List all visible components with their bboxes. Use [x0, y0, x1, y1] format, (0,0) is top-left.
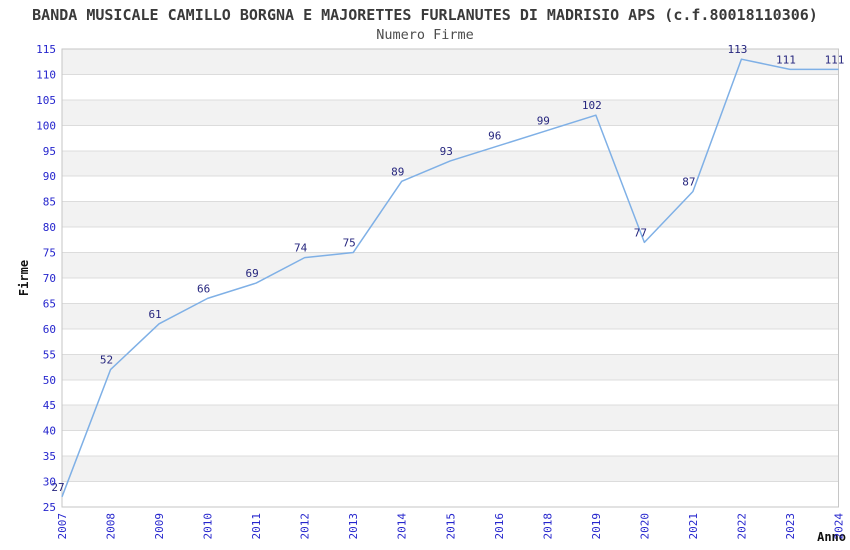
plot-band — [62, 456, 839, 482]
x-tick-label: 2014 — [396, 513, 409, 540]
series-line — [61, 58, 839, 498]
x-tick-label: 2023 — [784, 513, 797, 540]
data-point-label: 102 — [582, 99, 602, 112]
data-point-label: 111 — [776, 53, 796, 66]
x-tick-label: 2007 — [56, 513, 69, 540]
x-tick-label: 2009 — [153, 513, 166, 540]
data-point-label: 99 — [537, 114, 550, 127]
plot-band — [62, 49, 839, 75]
data-point-label: 77 — [634, 226, 647, 239]
plot-band — [62, 150, 839, 177]
data-point-label: 69 — [246, 267, 259, 280]
y-tick-label: 100 — [36, 119, 56, 132]
y-tick-label: 40 — [43, 425, 56, 438]
x-tick-label: 2022 — [735, 513, 748, 540]
data-point-label: 27 — [51, 481, 64, 494]
chart-title: BANDA MUSICALE CAMILLO BORGNA E MAJORETT… — [32, 6, 818, 24]
data-point-label: 61 — [148, 308, 161, 321]
y-tick-label: 110 — [36, 68, 56, 81]
x-tick-label: 2020 — [638, 513, 651, 540]
plot-band — [62, 201, 839, 228]
plot-band — [62, 405, 839, 431]
y-tick-label: 50 — [43, 374, 56, 387]
y-tick-label: 80 — [43, 221, 56, 234]
x-tick-label: 2021 — [687, 513, 700, 540]
data-point-label: 96 — [488, 130, 501, 143]
y-tick-label: 115 — [36, 43, 56, 56]
y-tick-label: 60 — [43, 323, 56, 336]
data-point-label: 89 — [391, 165, 404, 178]
y-tick-label: 35 — [43, 450, 56, 463]
y-tick-label: 30 — [43, 476, 56, 489]
plot-border — [61, 48, 839, 508]
data-point-label: 111 — [825, 53, 845, 66]
x-tick-label: 2024 — [833, 513, 846, 540]
y-tick-label: 105 — [36, 94, 56, 107]
x-axis-title: Anno — [817, 530, 846, 544]
y-tick-label: 55 — [43, 348, 56, 361]
plot-band — [62, 99, 839, 126]
data-point-label: 113 — [728, 43, 748, 56]
chart-subtitle: Numero Firme — [376, 27, 474, 43]
data-point-label: 66 — [197, 282, 210, 295]
x-tick-label: 2018 — [541, 513, 554, 540]
x-tick-label: 2012 — [299, 513, 312, 540]
y-tick-label: 85 — [43, 196, 56, 209]
y-tick-label: 90 — [43, 170, 56, 183]
x-tick-label: 2016 — [493, 513, 506, 540]
y-tick-label: 95 — [43, 145, 56, 158]
data-point-label: 75 — [343, 237, 356, 250]
data-point-label: 52 — [100, 354, 113, 367]
data-point-label: 74 — [294, 242, 308, 255]
y-tick-label: 25 — [43, 501, 56, 514]
x-tick-label: 2013 — [347, 513, 360, 540]
y-tick-label: 75 — [43, 247, 56, 260]
plot-band — [62, 354, 839, 380]
y-tick-label: 45 — [43, 399, 56, 412]
x-tick-label: 2015 — [444, 513, 457, 540]
x-tick-label: 2019 — [590, 513, 603, 540]
x-tick-label: 2008 — [105, 513, 118, 540]
plot-band — [62, 252, 839, 278]
y-tick-label: 65 — [43, 297, 56, 310]
x-tick-label: 2011 — [250, 513, 263, 540]
data-point-label: 87 — [682, 175, 695, 188]
x-tick-label: 2010 — [202, 513, 215, 540]
plot-band — [62, 303, 839, 329]
data-point-label: 93 — [440, 145, 453, 158]
y-tick-label: 70 — [43, 272, 56, 285]
